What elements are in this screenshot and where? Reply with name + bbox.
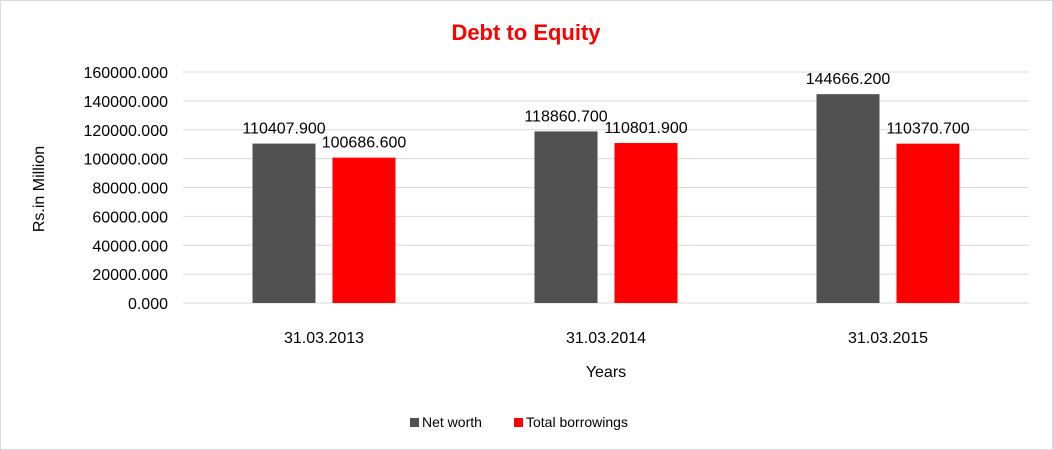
chart-title: Debt to Equity — [451, 20, 601, 45]
y-tick-label: 80000.000 — [92, 181, 168, 198]
legend-label: Total borrowings — [526, 414, 628, 430]
legend-swatch — [514, 418, 523, 427]
bar-total-borrowings — [896, 143, 960, 303]
y-axis-title: Rs.in Million — [31, 146, 48, 232]
x-axis-title: Years — [586, 364, 626, 381]
y-tick-label: 20000.000 — [92, 267, 168, 284]
x-tick-label: 31.03.2013 — [284, 330, 364, 347]
data-label: 110801.900 — [604, 120, 687, 137]
bar-net-worth — [816, 94, 880, 303]
legend: Net worth Total borrowings — [410, 414, 628, 430]
x-tick-label: 31.03.2014 — [566, 330, 646, 347]
legend-swatch — [410, 418, 419, 427]
y-tick-label: 40000.000 — [92, 238, 168, 255]
data-label: 100686.600 — [322, 135, 407, 152]
bar-net-worth — [252, 143, 316, 303]
y-tick-label: 160000.000 — [83, 65, 168, 82]
y-tick-label: 0.000 — [128, 296, 168, 313]
data-label: 110370.700 — [886, 121, 969, 138]
gridlines — [183, 71, 1029, 304]
data-label: 118860.700 — [524, 108, 607, 125]
y-tick-label: 120000.000 — [83, 123, 168, 140]
bar-total-borrowings — [614, 143, 678, 303]
data-label: 144666.200 — [806, 71, 891, 88]
y-tick-label: 140000.000 — [83, 94, 168, 111]
bar-net-worth — [534, 131, 598, 303]
y-tick-label: 60000.000 — [92, 209, 168, 226]
x-axis-categories: 31.03.2013 31.03.2014 31.03.2015 — [284, 330, 928, 347]
x-tick-label: 31.03.2015 — [848, 330, 928, 347]
data-label: 110407.900 — [242, 121, 325, 138]
legend-label: Net worth — [422, 414, 482, 430]
bar-total-borrowings — [332, 157, 396, 303]
y-axis-ticks: 0.000 20000.000 40000.000 60000.000 80000.00… — [83, 65, 168, 313]
y-tick-label: 100000.000 — [83, 152, 168, 169]
bars — [252, 94, 960, 303]
